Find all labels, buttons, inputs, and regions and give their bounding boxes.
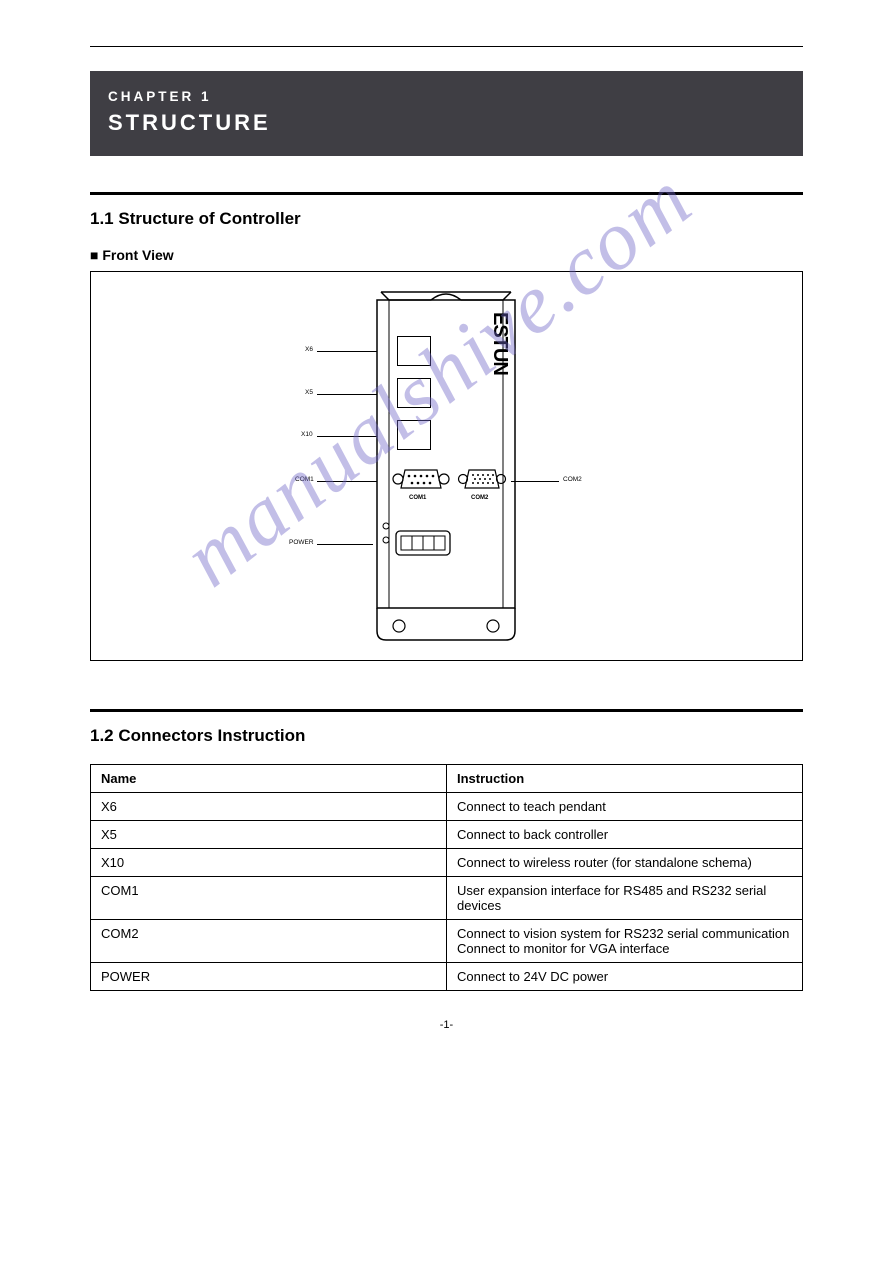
port-com1-label: COM1 [409,495,426,501]
chapter-number: CHAPTER 1 [108,89,785,104]
cell-name: X5 [91,821,447,849]
lead-com1 [317,481,377,482]
lead-com2-label: COM2 [563,476,582,483]
lead-x5 [317,394,377,395]
section-divider-2 [90,709,803,712]
top-rule [90,46,803,47]
cell-name: X6 [91,793,447,821]
device-outline: ESTUN COM1 COM2 [371,286,521,646]
lead-com1-label: COM1 [295,476,314,483]
lead-x5-label: X5 [305,389,313,396]
section-1-title: 1.1 Structure of Controller [90,209,803,229]
table-row: X6 Connect to teach pendant [91,793,803,821]
table-row: X5 Connect to back controller [91,821,803,849]
lead-x6-label: X6 [305,346,313,353]
port-power [395,530,451,556]
port-com2 [457,464,507,494]
port-x10 [397,420,431,450]
cell-instruction: Connect to teach pendant [447,793,803,821]
lead-x10-label: X10 [301,431,313,438]
cell-instruction: Connect to 24V DC power [447,963,803,991]
led-icons [381,520,391,548]
cell-instruction: Connect to back controller [447,821,803,849]
col-instruction: Instruction [447,765,803,793]
lead-power [317,544,373,545]
lead-x6 [317,351,377,352]
port-com1 [391,464,451,494]
cell-instruction: Connect to wireless router (for standalo… [447,849,803,877]
col-name: Name [91,765,447,793]
cell-name: POWER [91,963,447,991]
section-divider-1 [90,192,803,195]
lead-x10 [317,436,377,437]
table-row: COM2 Connect to vision system for RS232 … [91,920,803,963]
chapter-bar: CHAPTER 1 STRUCTURE [90,71,803,156]
connectors-table: Name Instruction X6 Connect to teach pen… [90,764,803,991]
table-header-row: Name Instruction [91,765,803,793]
cell-instruction: User expansion interface for RS485 and R… [447,877,803,920]
table-row: POWER Connect to 24V DC power [91,963,803,991]
port-x6 [397,336,431,366]
lead-com2 [511,481,559,482]
cell-name: COM2 [91,920,447,963]
cell-instruction: Connect to vision system for RS232 seria… [447,920,803,963]
table-row: COM1 User expansion interface for RS485 … [91,877,803,920]
front-view-diagram: ESTUN COM1 COM2 [90,271,803,661]
section-1-sub: ■ Front View [90,247,803,263]
cell-name: COM1 [91,877,447,920]
table-row: X10 Connect to wireless router (for stan… [91,849,803,877]
section-2-title: 1.2 Connectors Instruction [90,726,803,746]
brand-text: ESTUN [488,312,511,375]
page: CHAPTER 1 STRUCTURE 1.1 Structure of Con… [0,0,893,1051]
port-com2-label: COM2 [471,495,488,501]
lead-power-label: POWER [289,539,314,546]
cell-name: X10 [91,849,447,877]
table-body: X6 Connect to teach pendant X5 Connect t… [91,793,803,991]
chapter-title: STRUCTURE [108,110,785,136]
page-number: -1- [0,1019,893,1031]
port-x5 [397,378,431,408]
